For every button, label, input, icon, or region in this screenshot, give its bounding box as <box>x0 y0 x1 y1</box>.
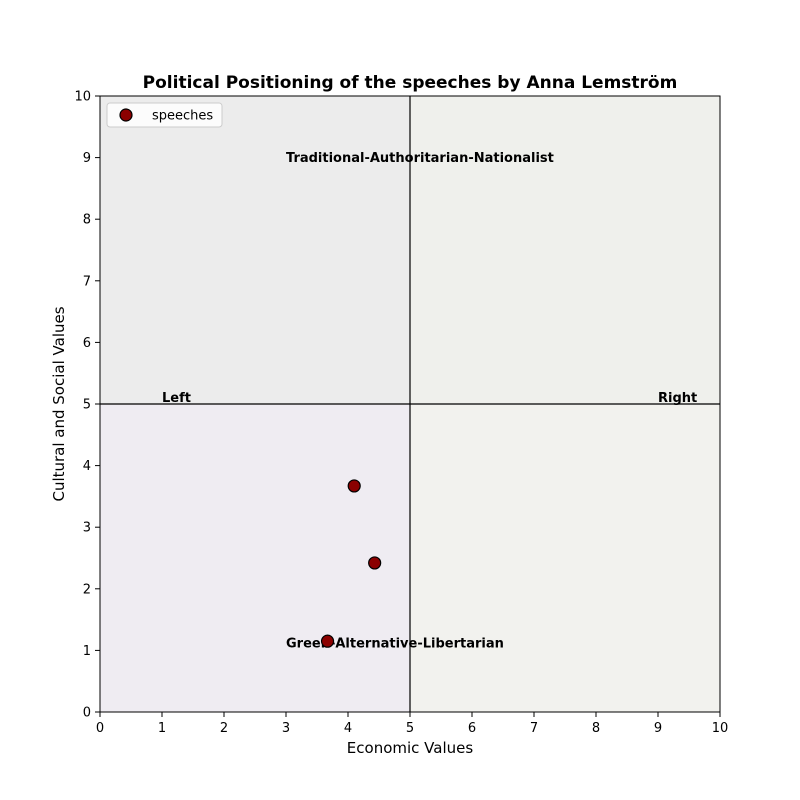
quadrant-bottom-right <box>410 404 720 712</box>
data-point <box>320 634 335 648</box>
x-tick-label: 2 <box>220 721 228 736</box>
y-tick-label: 6 <box>83 336 91 351</box>
quadrant-annotation: Traditional-Authoritarian-Nationalist <box>286 151 554 166</box>
y-tick-label: 5 <box>83 398 91 413</box>
y-tick-label: 8 <box>83 213 91 228</box>
x-tick-label: 1 <box>158 721 166 736</box>
legend-box <box>106 102 223 128</box>
y-tick-label: 4 <box>83 459 91 474</box>
y-tick-label: 0 <box>83 706 91 721</box>
legend-label: speeches <box>152 109 213 124</box>
legend: speeches <box>106 102 223 128</box>
data-point <box>347 479 361 493</box>
y-tick-label: 1 <box>83 644 91 659</box>
chart-title: Political Positioning of the speeches by… <box>143 73 678 93</box>
quadrant-top-right <box>410 96 720 404</box>
quadrant-annotation: Left <box>162 391 191 406</box>
y-tick-label: 10 <box>74 90 91 105</box>
y-tick-label: 7 <box>83 274 91 289</box>
quadrant-annotations: Traditional-Authoritarian-Nationalist Gre… <box>162 151 697 651</box>
x-tick-label: 10 <box>712 721 729 736</box>
data-point <box>368 556 382 570</box>
x-tick-label: 6 <box>468 721 476 736</box>
legend-marker <box>119 108 133 122</box>
x-tick-label: 0 <box>96 721 104 736</box>
x-tick-label: 7 <box>530 721 538 736</box>
axis-ticks: 0 1 2 3 4 5 6 7 8 9 10 0 1 2 3 4 5 6 7 8 9 10 <box>74 90 728 737</box>
quadrant-annotation: Right <box>658 391 697 406</box>
quadrant-top-left <box>100 96 410 404</box>
y-tick-label: 9 <box>83 151 91 166</box>
x-tick-label: 5 <box>406 721 414 736</box>
x-tick-label: 4 <box>344 721 352 736</box>
y-tick-label: 3 <box>83 521 91 536</box>
y-tick-label: 2 <box>83 582 91 597</box>
x-tick-label: 3 <box>282 721 290 736</box>
data-points <box>320 479 382 648</box>
y-axis-label: Cultural and Social Values <box>50 306 68 501</box>
quadrant-bottom-left <box>100 404 410 712</box>
x-tick-label: 8 <box>592 721 600 736</box>
quadrant-annotation: Green-Alternative-Libertarian <box>286 636 504 651</box>
x-axis-label: Economic Values <box>347 739 474 757</box>
x-tick-label: 9 <box>654 721 662 736</box>
